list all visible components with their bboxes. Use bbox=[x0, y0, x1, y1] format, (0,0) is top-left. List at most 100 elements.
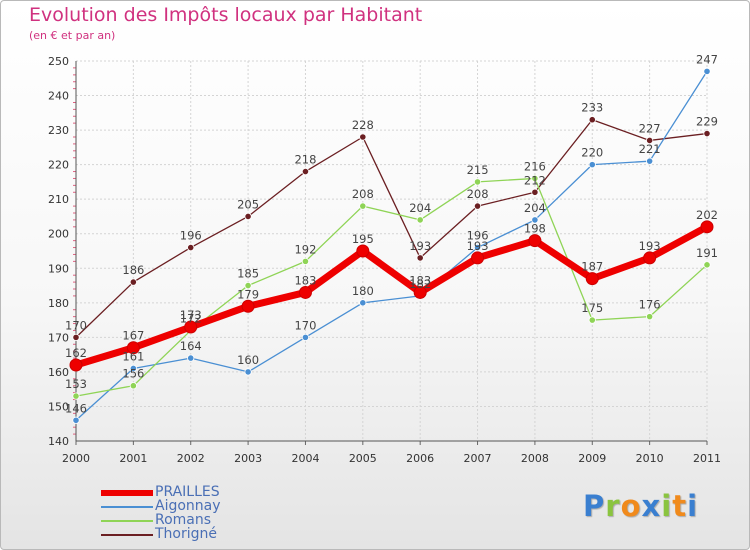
data-point-thorigne[interactable] bbox=[588, 116, 596, 124]
data-label-prailles: 179 bbox=[237, 287, 259, 301]
legend-swatch-romans bbox=[101, 520, 153, 522]
legend-item-thorigne[interactable]: Thorigné bbox=[101, 526, 301, 542]
data-point-aigonnay[interactable] bbox=[129, 364, 137, 373]
data-point-romans[interactable] bbox=[244, 281, 252, 290]
data-point-romans[interactable] bbox=[129, 382, 137, 390]
y-tick-label: 190 bbox=[48, 262, 69, 275]
data-point-aigonnay[interactable] bbox=[473, 243, 482, 252]
legend-label-prailles: PRAILLES bbox=[155, 484, 220, 500]
series-prailles bbox=[69, 220, 714, 372]
x-tick-label: 2011 bbox=[693, 452, 721, 465]
data-label-aigonnay: 160 bbox=[237, 353, 259, 367]
series-line-prailles bbox=[72, 223, 711, 369]
data-point-romans[interactable] bbox=[473, 178, 482, 186]
data-label-aigonnay: 221 bbox=[639, 142, 661, 156]
legend-item-romans[interactable]: Romans bbox=[101, 512, 301, 528]
data-label-thorigne: 208 bbox=[467, 187, 489, 201]
axes: 140 150 160 170 180 190 200 210 220 230 240 250 2000… bbox=[48, 55, 721, 465]
logo-letter: P bbox=[583, 489, 606, 523]
data-point-prailles[interactable] bbox=[700, 220, 714, 234]
data-label-romans: 216 bbox=[524, 159, 546, 173]
data-point-aigonnay[interactable] bbox=[187, 354, 195, 362]
data-label-aigonnay: 180 bbox=[352, 284, 374, 298]
legend-item-aigonnay[interactable]: Aigonnay bbox=[101, 498, 301, 514]
data-point-aigonnay[interactable] bbox=[72, 416, 80, 424]
data-label-prailles: 167 bbox=[122, 329, 144, 343]
series-line-aigonnay bbox=[75, 70, 708, 421]
data-point-prailles[interactable] bbox=[643, 251, 657, 265]
data-point-romans[interactable] bbox=[703, 261, 711, 269]
data-label-thorigne: 227 bbox=[639, 121, 661, 135]
data-point-thorigne[interactable] bbox=[129, 278, 137, 286]
data-point-aigonnay[interactable] bbox=[588, 161, 596, 169]
data-point-thorigne[interactable] bbox=[72, 333, 80, 341]
y-tick-label: 200 bbox=[48, 228, 69, 241]
legend-label-romans: Romans bbox=[155, 512, 212, 528]
data-point-romans[interactable] bbox=[72, 392, 80, 400]
x-tick-label: 2003 bbox=[234, 452, 262, 465]
data-point-thorigne[interactable] bbox=[416, 254, 424, 262]
data-point-aigonnay[interactable] bbox=[301, 333, 310, 341]
data-label-thorigne: 196 bbox=[180, 229, 202, 243]
legend-item-prailles[interactable]: PRAILLES bbox=[101, 484, 301, 500]
data-point-prailles[interactable] bbox=[298, 285, 312, 299]
x-tick-label: 2006 bbox=[406, 452, 434, 465]
data-label-thorigne: 212 bbox=[524, 173, 546, 187]
data-point-thorigne[interactable] bbox=[244, 212, 252, 221]
data-point-prailles[interactable] bbox=[528, 234, 542, 248]
data-label-thorigne: 228 bbox=[352, 118, 374, 132]
data-point-thorigne[interactable] bbox=[187, 243, 195, 252]
legend-swatch-aigonnay bbox=[101, 506, 153, 508]
data-point-aigonnay[interactable] bbox=[646, 157, 654, 165]
y-tick-label: 250 bbox=[48, 55, 69, 68]
x-tick-label: 2009 bbox=[578, 452, 606, 465]
data-point-romans[interactable] bbox=[359, 202, 367, 210]
data-point-prailles[interactable] bbox=[184, 320, 198, 334]
data-label-aigonnay: 161 bbox=[122, 349, 144, 363]
data-point-thorigne[interactable] bbox=[703, 129, 711, 138]
data-point-aigonnay[interactable] bbox=[703, 67, 711, 75]
data-label-thorigne: 186 bbox=[122, 263, 144, 277]
data-label-thorigne: 233 bbox=[581, 101, 603, 115]
data-label-prailles: 187 bbox=[581, 260, 603, 274]
data-point-aigonnay[interactable] bbox=[244, 368, 252, 376]
chart-title: Evolution des Impôts locaux par Habitant bbox=[29, 4, 423, 26]
data-point-prailles[interactable] bbox=[413, 285, 427, 299]
data-point-thorigne[interactable] bbox=[646, 136, 654, 145]
data-point-romans[interactable] bbox=[531, 174, 539, 183]
data-point-prailles[interactable] bbox=[356, 244, 370, 258]
data-point-thorigne[interactable] bbox=[473, 202, 482, 210]
x-tick-label: 2008 bbox=[521, 452, 549, 465]
data-point-thorigne[interactable] bbox=[359, 133, 367, 141]
data-point-prailles[interactable] bbox=[241, 299, 255, 313]
data-point-aigonnay[interactable] bbox=[531, 216, 539, 224]
data-label-thorigne: 193 bbox=[409, 239, 431, 253]
y-tick-label: 160 bbox=[48, 366, 69, 379]
data-point-thorigne[interactable] bbox=[301, 167, 310, 176]
proxiti-logo: Proxiti bbox=[583, 489, 698, 523]
series-line-romans bbox=[75, 177, 708, 397]
data-point-romans[interactable] bbox=[416, 216, 424, 224]
data-label-romans: 176 bbox=[639, 298, 661, 312]
data-point-romans[interactable] bbox=[646, 313, 654, 321]
data-point-thorigne[interactable] bbox=[531, 188, 539, 196]
data-label-aigonnay: 182 bbox=[409, 277, 431, 291]
data-label-prailles: 193 bbox=[639, 239, 661, 253]
y-tick-label: 230 bbox=[48, 124, 69, 137]
data-label-aigonnay: 146 bbox=[65, 401, 87, 415]
legend: PRAILLES Aigonnay Romans Thorigné bbox=[101, 484, 301, 542]
data-label-romans: 175 bbox=[581, 301, 603, 315]
y-tick-label: 150 bbox=[48, 400, 69, 413]
data-point-prailles[interactable] bbox=[69, 358, 83, 372]
data-point-aigonnay[interactable] bbox=[359, 299, 367, 307]
data-point-prailles[interactable] bbox=[126, 341, 140, 355]
data-point-romans[interactable] bbox=[588, 316, 596, 324]
data-point-prailles[interactable] bbox=[585, 272, 599, 286]
data-point-prailles[interactable] bbox=[471, 251, 485, 265]
data-label-aigonnay: 170 bbox=[294, 318, 316, 332]
data-point-romans[interactable] bbox=[301, 257, 310, 265]
series-romans bbox=[72, 174, 711, 400]
data-label-prailles: 183 bbox=[409, 273, 431, 287]
